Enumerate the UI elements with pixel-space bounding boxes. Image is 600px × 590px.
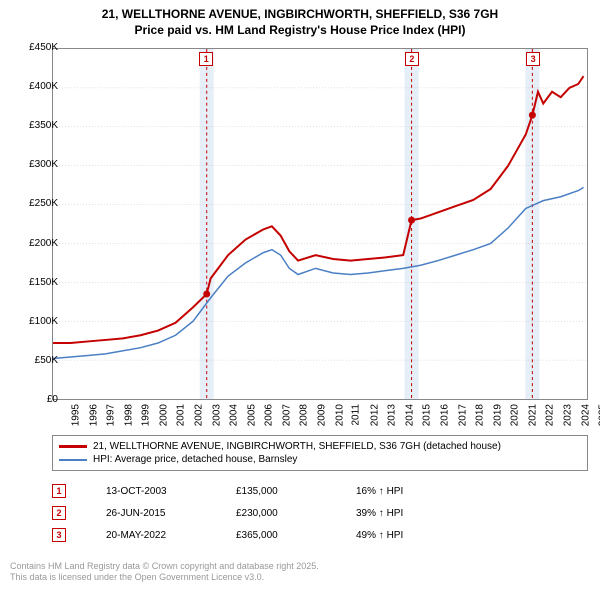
- x-tick-label: 2002: [193, 404, 204, 426]
- x-tick-label: 1997: [105, 404, 116, 426]
- y-tick-label: £350K: [10, 120, 58, 131]
- marker-dot-2: [408, 217, 415, 224]
- x-tick-label: 2019: [492, 404, 503, 426]
- x-tick-label: 2001: [176, 404, 187, 426]
- legend-row: HPI: Average price, detached house, Barn…: [59, 453, 581, 466]
- legend-row: 21, WELLTHORNE AVENUE, INGBIRCHWORTH, SH…: [59, 440, 581, 453]
- title-line2: Price paid vs. HM Land Registry's House …: [10, 22, 590, 38]
- x-tick-label: 2011: [351, 404, 362, 426]
- marker-box-1: 1: [199, 52, 213, 66]
- x-tick-label: 2008: [299, 404, 310, 426]
- x-tick-label: 2016: [439, 404, 450, 426]
- event-price: £230,000: [236, 508, 316, 519]
- y-tick-label: £300K: [10, 159, 58, 170]
- x-tick-label: 2005: [246, 404, 257, 426]
- x-tick-label: 2013: [387, 404, 398, 426]
- x-tick-label: 1996: [88, 404, 99, 426]
- series-line-1: [53, 187, 584, 358]
- legend-label: 21, WELLTHORNE AVENUE, INGBIRCHWORTH, SH…: [93, 441, 501, 452]
- event-delta: 39% ↑ HPI: [356, 508, 403, 519]
- marker-dot-3: [529, 112, 536, 119]
- x-tick-label: 2006: [264, 404, 275, 426]
- event-row: 1 13-OCT-2003 £135,000 16% ↑ HPI: [52, 480, 588, 502]
- event-date: 13-OCT-2003: [106, 486, 196, 497]
- legend-label: HPI: Average price, detached house, Barn…: [93, 454, 297, 465]
- x-tick-label: 2010: [334, 404, 345, 426]
- y-tick-label: £450K: [10, 42, 58, 53]
- events-table: 1 13-OCT-2003 £135,000 16% ↑ HPI 2 26-JUN-201…: [52, 480, 588, 546]
- x-tick-label: 1995: [70, 404, 81, 426]
- y-tick-label: £400K: [10, 81, 58, 92]
- x-tick-label: 2015: [422, 404, 433, 426]
- x-tick-label: 2020: [510, 404, 521, 426]
- event-row: 2 26-JUN-2015 £230,000 39% ↑ HPI: [52, 502, 588, 524]
- marker-box-3: 3: [526, 52, 540, 66]
- x-tick-label: 2018: [474, 404, 485, 426]
- plot-area: [52, 48, 588, 400]
- x-tick-label: 2007: [281, 404, 292, 426]
- event-date: 26-JUN-2015: [106, 508, 196, 519]
- series-line-0: [53, 76, 584, 343]
- x-tick-label: 2004: [228, 404, 239, 426]
- x-tick-label: 2022: [545, 404, 556, 426]
- y-tick-label: £200K: [10, 238, 58, 249]
- marker-box-2: 2: [405, 52, 419, 66]
- event-price: £365,000: [236, 530, 316, 541]
- legend-swatch: [59, 459, 87, 461]
- x-tick-label: 2023: [562, 404, 573, 426]
- x-tick-label: 2024: [580, 404, 591, 426]
- x-tick-label: 1998: [123, 404, 134, 426]
- plot-svg: [53, 49, 587, 399]
- x-tick-label: 2009: [316, 404, 327, 426]
- x-tick-label: 2017: [457, 404, 468, 426]
- event-box-3: 3: [52, 528, 66, 542]
- event-delta: 49% ↑ HPI: [356, 530, 403, 541]
- y-tick-label: £250K: [10, 198, 58, 209]
- event-row: 3 20-MAY-2022 £365,000 49% ↑ HPI: [52, 524, 588, 546]
- y-tick-label: £100K: [10, 316, 58, 327]
- y-tick-label: £150K: [10, 277, 58, 288]
- footer-line1: Contains HM Land Registry data © Crown c…: [10, 561, 319, 573]
- footer-attribution: Contains HM Land Registry data © Crown c…: [10, 561, 319, 584]
- chart-container: 21, WELLTHORNE AVENUE, INGBIRCHWORTH, SH…: [0, 0, 600, 590]
- marker-dot-1: [203, 291, 210, 298]
- x-tick-label: 2000: [158, 404, 169, 426]
- event-date: 20-MAY-2022: [106, 530, 196, 541]
- y-tick-label: £0: [10, 394, 58, 405]
- x-tick-label: 2012: [369, 404, 380, 426]
- x-tick-label: 2021: [527, 404, 538, 426]
- event-price: £135,000: [236, 486, 316, 497]
- x-tick-label: 2014: [404, 404, 415, 426]
- chart-title: 21, WELLTHORNE AVENUE, INGBIRCHWORTH, SH…: [0, 0, 600, 40]
- x-tick-label: 1999: [141, 404, 152, 426]
- legend-swatch: [59, 445, 87, 448]
- event-box-2: 2: [52, 506, 66, 520]
- event-box-1: 1: [52, 484, 66, 498]
- x-tick-label: 2003: [211, 404, 222, 426]
- legend: 21, WELLTHORNE AVENUE, INGBIRCHWORTH, SH…: [52, 435, 588, 471]
- event-delta: 16% ↑ HPI: [356, 486, 403, 497]
- footer-line2: This data is licensed under the Open Gov…: [10, 572, 319, 584]
- title-line1: 21, WELLTHORNE AVENUE, INGBIRCHWORTH, SH…: [10, 6, 590, 22]
- y-tick-label: £50K: [10, 355, 58, 366]
